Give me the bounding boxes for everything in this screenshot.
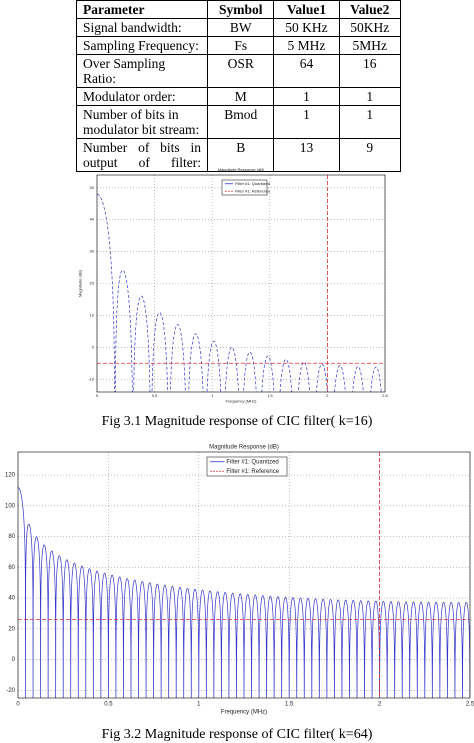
x-axis-label: Frequency (MHz) [226, 398, 258, 403]
header-cell: Parameter [76, 0, 208, 19]
x-tick-label: 0.5 [152, 393, 158, 398]
legend-box [206, 456, 288, 477]
table-cell: Number of bits in output of filter: [76, 138, 208, 172]
header-cell: Value1 [273, 0, 340, 19]
header-cell: Value2 [338, 0, 402, 19]
y-tick-label: 50 [90, 185, 95, 190]
y-tick-label: 100 [5, 503, 16, 509]
x-tick-label: 2.5 [466, 702, 474, 708]
x-tick-label: 0 [96, 393, 99, 398]
table-cell: 5MHz [338, 36, 402, 55]
table-cell: OSR [206, 54, 275, 88]
table-cell: Modulator order: [76, 87, 208, 106]
plot-frame [17, 451, 471, 699]
caption: Fig 3.2 Magnitude response of CIC filter… [101, 727, 373, 742]
x-tick-label: 1.5 [285, 702, 294, 708]
legend-label: Filter #1: Reference [226, 469, 279, 475]
table-cell: 16 [338, 54, 402, 88]
response-curve [97, 193, 382, 392]
table-cell: 5 MHz [273, 36, 340, 55]
caption: Fig 3.1 Magnitude response of CIC filter… [101, 414, 373, 429]
y-tick-label: -20 [6, 688, 15, 694]
table-cell: 1 [338, 105, 402, 139]
y-tick-label: 10 [90, 312, 95, 317]
y-tick-label: 40 [90, 217, 95, 222]
table-cell: Over Sampling Ratio: [76, 54, 208, 88]
y-tick-label: -10 [88, 376, 95, 381]
table-cell: 13 [273, 138, 340, 172]
table-row: Over Sampling Ratio: OSR 64 16 [76, 54, 402, 88]
response-curve [18, 487, 470, 698]
table-cell: 9 [338, 138, 402, 172]
x-tick-label: 1 [197, 702, 201, 708]
table-cell: Sampling Frequency: [76, 36, 208, 55]
legend-label: Filter #1: Reference [235, 188, 271, 193]
y-tick-label: 60 [8, 565, 15, 571]
table-cell: 64 [273, 54, 340, 88]
table-cell: Bmod [206, 105, 275, 139]
table-cell: 1 [273, 105, 340, 139]
table-cell: B [206, 138, 275, 172]
x-tick-label: 1 [211, 393, 214, 398]
y-tick-label: 120 [5, 473, 16, 479]
table-cell: BW [206, 18, 275, 37]
table-cell: Signal bandwidth: [76, 18, 208, 37]
y-tick-label: 20 [90, 281, 95, 286]
table-cell: 1 [338, 87, 402, 106]
table-cell: Fs [206, 36, 275, 55]
y-tick-label: 0 [92, 344, 95, 349]
x-tick-label: 2 [326, 393, 329, 398]
table-row: Number of bits in modulator bit stream: B… [76, 105, 402, 139]
parameter-table: Parameter Symbol Value1 Value2 Signal ba… [76, 0, 402, 172]
y-tick-label: 20 [8, 626, 15, 632]
legend-label: Filter #1: Quantized [235, 181, 270, 186]
table-cell: 50 KHz [273, 18, 340, 37]
y-tick-label: 80 [8, 534, 15, 540]
x-tick-label: 2.5 [382, 393, 388, 398]
figure: Magnitude Response (dB) 50 40 30 20 10 0 -10 0 0.… [77, 167, 388, 403]
header-row: Parameter Symbol Value1 Value2 [76, 0, 402, 19]
y-axis-label: Magnitude (dB) [77, 269, 82, 297]
table-row: Number of bits in output of filter: B 13 9 [76, 138, 402, 172]
y-tick-label: 40 [8, 596, 15, 602]
x-tick-label: 1.5 [267, 393, 273, 398]
table-cell: M [206, 87, 275, 106]
x-tick-label: 0 [16, 702, 20, 708]
x-axis-label: Frequency (MHz) [221, 709, 267, 715]
table-cell: 1 [273, 87, 340, 106]
header-cell: Symbol [206, 0, 275, 19]
table-cell: 50KHz [338, 18, 402, 37]
table-row: Signal bandwidth: BW 50 KHz 50KHz [76, 18, 402, 37]
table-row: Sampling Frequency: Fs 5 MHz 5MHz [76, 36, 402, 55]
y-tick-label: 0 [12, 657, 16, 663]
x-tick-label: 2 [378, 702, 382, 708]
figure: Magnitude Response (dB)120100806040200-2… [5, 445, 474, 716]
chart-title: Magnitude Response (dB) [209, 445, 279, 451]
legend-box [221, 179, 268, 196]
plot-frame [96, 174, 386, 393]
y-tick-label: 30 [90, 249, 95, 254]
chart-title: Magnitude Response (dB) [218, 167, 265, 172]
table-row: Modulator order: M 1 1 [76, 87, 402, 106]
legend-label: Filter #1: Quantized [226, 459, 278, 465]
table-cell: Number of bits in modulator bit stream: [76, 105, 208, 139]
x-tick-label: 0.5 [104, 702, 113, 708]
